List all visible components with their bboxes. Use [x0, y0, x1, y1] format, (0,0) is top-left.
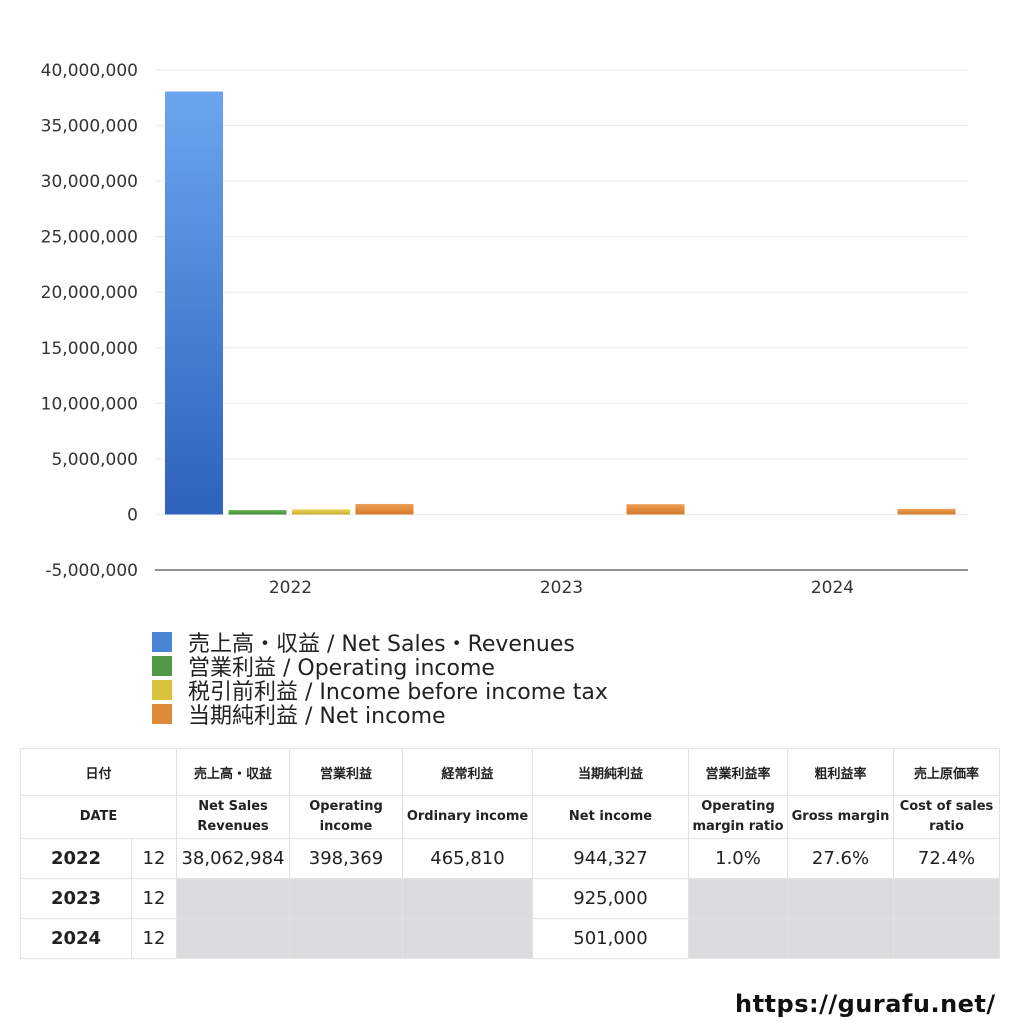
x-tick-label: 2023 [540, 578, 583, 598]
bar [165, 91, 223, 515]
legend-label: 営業利益 / Operating income [188, 656, 495, 681]
bar-chart: 40,000,000 35,000,000 30,000,000 25,000,000… [41, 61, 968, 598]
x-tick-label: 2024 [811, 578, 854, 598]
financial-table: 日付 売上高・収益 営業利益 経常利益 当期純利益 営業利益率 粗利益率 売上原… [20, 748, 1000, 959]
gm-cell [787, 878, 894, 919]
month-cell: 12 [131, 838, 177, 879]
legend-item: 営業利益 / Operating income [152, 654, 608, 681]
bar [626, 504, 685, 515]
y-tick-label: 5,000,000 [51, 450, 138, 470]
year-cell: 2024 [20, 918, 132, 959]
opm-cell: 1.0% [688, 838, 788, 879]
month-cell: 12 [131, 878, 177, 919]
header-opm-en: Operating margin ratio [688, 795, 788, 839]
sales-cell: 38,062,984 [176, 838, 290, 879]
y-tick-label: 40,000,000 [41, 61, 138, 81]
cos-cell [893, 878, 1000, 919]
gm-cell [787, 918, 894, 959]
y-tick-label: -5,000,000 [45, 561, 138, 581]
chart-legend: 売上高・収益 / Net Sales・Revenues 営業利益 / Operat… [152, 630, 608, 729]
ord-cell [402, 878, 533, 919]
y-tick-label: 15,000,000 [41, 339, 138, 359]
legend-swatch [152, 656, 172, 676]
y-tick-label: 35,000,000 [41, 117, 138, 137]
bar [897, 508, 956, 515]
op-cell [289, 878, 403, 919]
legend-item: 売上高・収益 / Net Sales・Revenues [152, 630, 608, 657]
header-opm-ja: 営業利益率 [688, 748, 788, 796]
header-date-ja: 日付 [20, 748, 177, 796]
op-cell [289, 918, 403, 959]
header-op-en: Operating income [289, 795, 403, 839]
header-ord-en: Ordinary income [402, 795, 533, 839]
legend-item: 税引前利益 / Income before income tax [152, 678, 608, 705]
legend-swatch [152, 680, 172, 700]
opm-cell [688, 918, 788, 959]
header-cos-en: Cost of sales ratio [893, 795, 1000, 839]
cos-cell: 72.4% [893, 838, 1000, 879]
bar [355, 503, 414, 515]
header-net-en: Net income [532, 795, 689, 839]
cos-cell [893, 918, 1000, 959]
header-date-en: DATE [20, 795, 177, 839]
legend-label: 売上高・収益 / Net Sales・Revenues [188, 632, 575, 657]
y-tick-label: 30,000,000 [41, 172, 138, 192]
year-cell: 2022 [20, 838, 132, 879]
y-tick-label: 10,000,000 [41, 394, 138, 414]
bar [292, 509, 350, 515]
y-tick-label: 20,000,000 [41, 283, 138, 303]
site-url[interactable]: https://gurafu.net/ [735, 990, 996, 1018]
header-sales-ja: 売上高・収益 [176, 748, 290, 796]
header-gm-ja: 粗利益率 [787, 748, 894, 796]
y-tick-label: 0 [127, 505, 138, 525]
header-op-ja: 営業利益 [289, 748, 403, 796]
ord-cell: 465,810 [402, 838, 533, 879]
gm-cell: 27.6% [787, 838, 894, 879]
month-cell: 12 [131, 918, 177, 959]
bar [228, 510, 287, 515]
header-row-en: DATE Net Sales Revenues Operating income O… [20, 795, 1000, 839]
ord-cell [402, 918, 533, 959]
net-cell: 501,000 [532, 918, 689, 959]
y-tick-label: 25,000,000 [41, 228, 138, 248]
table-row: 2024 12 501,000 [20, 918, 1000, 959]
op-cell: 398,369 [289, 838, 403, 879]
legend-swatch [152, 704, 172, 724]
net-cell: 944,327 [532, 838, 689, 879]
year-cell: 2023 [20, 878, 132, 919]
opm-cell [688, 878, 788, 919]
legend-swatch [152, 632, 172, 652]
header-gm-en: Gross margin [787, 795, 894, 839]
legend-label: 当期純利益 / Net income [188, 704, 446, 729]
header-sales-en: Net Sales Revenues [176, 795, 290, 839]
table-row: 2022 12 38,062,984 398,369 465,810 944,3… [20, 838, 1000, 879]
legend-item: 当期純利益 / Net income [152, 702, 608, 729]
header-row-ja: 日付 売上高・収益 営業利益 経常利益 当期純利益 営業利益率 粗利益率 売上原… [20, 748, 1000, 796]
header-cos-ja: 売上原価率 [893, 748, 1000, 796]
sales-cell [176, 878, 290, 919]
table-row: 2023 12 925,000 [20, 878, 1000, 919]
net-cell: 925,000 [532, 878, 689, 919]
x-tick-label: 2022 [269, 578, 312, 598]
legend-label: 税引前利益 / Income before income tax [188, 680, 608, 705]
header-net-ja: 当期純利益 [532, 748, 689, 796]
header-ord-ja: 経常利益 [402, 748, 533, 796]
sales-cell [176, 918, 290, 959]
